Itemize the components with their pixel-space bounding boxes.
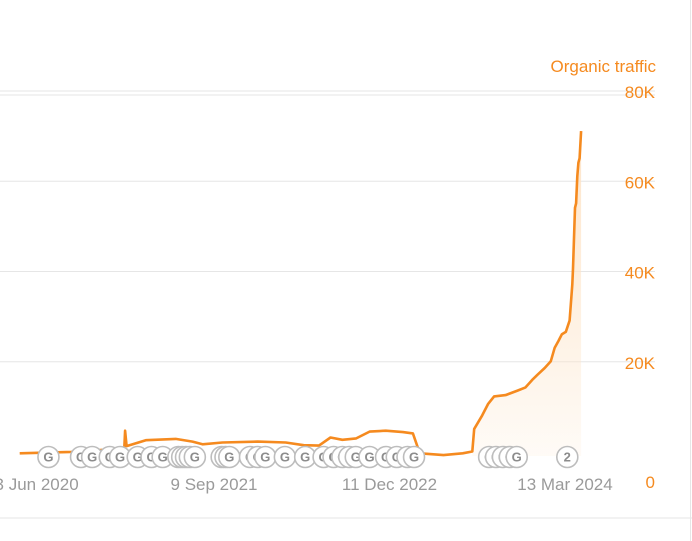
- marker-label: G: [351, 450, 361, 465]
- x-tick-label: 11 Dec 2022: [342, 475, 437, 494]
- traffic-area-fill: [472, 131, 582, 456]
- y-tick-label: 0: [646, 473, 655, 492]
- y-axis-ticks: 80K 60K 40K 20K 0: [625, 83, 656, 492]
- google-update-marker[interactable]: G: [183, 445, 207, 469]
- marker-label: G: [365, 450, 375, 465]
- y-tick-label: 60K: [625, 173, 656, 192]
- marker-label: G: [115, 450, 125, 465]
- gridlines: [0, 90, 655, 363]
- series-label[interactable]: Organic traffic: [550, 57, 656, 76]
- marker-circle: [555, 445, 579, 469]
- marker-label: G: [300, 450, 310, 465]
- marker-label: G: [87, 450, 97, 465]
- x-axis-ticks: 3 Jun 2020 9 Sep 2021 11 Dec 2022 13 Mar 20…: [0, 475, 613, 494]
- organic-traffic-line[interactable]: [19, 131, 583, 457]
- marker-circle: [402, 445, 426, 469]
- y-tick-label: 80K: [625, 83, 656, 102]
- google-update-markers: GGGGGGGGGGGGGGGGGGGGGGGGGGGGGGGGGGGG2: [37, 445, 579, 469]
- marker-circle: [183, 445, 207, 469]
- x-tick-label: 9 Sep 2021: [171, 475, 258, 494]
- marker-label: G: [512, 450, 522, 465]
- marker-label: G: [190, 450, 200, 465]
- x-tick-label: 3 Jun 2020: [0, 475, 79, 494]
- marker-circle: [505, 445, 529, 469]
- marker-label: 2: [564, 450, 571, 465]
- traffic-area: [472, 131, 582, 456]
- traffic-line[interactable]: [19, 131, 583, 457]
- y-tick-label: 20K: [625, 354, 656, 373]
- marker-circle: [37, 445, 60, 469]
- marker-label: G: [224, 450, 234, 465]
- marker-label: G: [409, 450, 419, 465]
- marker-label: G: [280, 450, 290, 465]
- google-update-marker[interactable]: G: [402, 445, 426, 469]
- marker-label: G: [158, 450, 168, 465]
- x-tick-label: 13 Mar 2024: [517, 475, 612, 494]
- y-tick-label: 40K: [625, 264, 656, 283]
- google-update-marker[interactable]: G: [254, 445, 277, 469]
- marker-label: G: [43, 450, 53, 465]
- marker-label: G: [260, 450, 270, 465]
- google-update-marker[interactable]: G: [273, 445, 297, 469]
- google-update-marker[interactable]: 2: [555, 445, 579, 469]
- marker-label: G: [133, 450, 143, 465]
- google-update-marker[interactable]: G: [505, 445, 529, 469]
- google-update-marker[interactable]: G: [37, 445, 60, 469]
- google-update-marker[interactable]: G: [218, 445, 241, 469]
